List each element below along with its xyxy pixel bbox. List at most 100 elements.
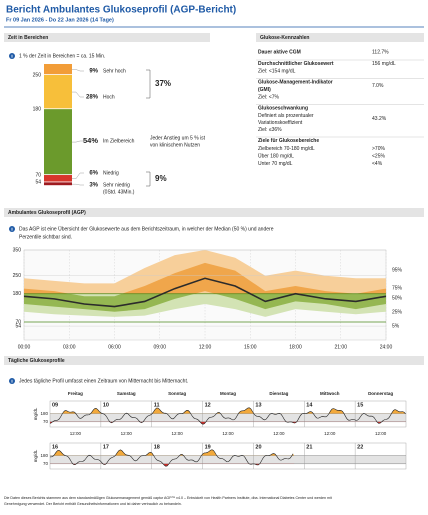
note: Jedes tägliche Profil umfasst einen Zeit… [19, 378, 188, 384]
day-name: Dienstag [269, 391, 288, 396]
group-total: 9% [155, 174, 167, 183]
metric-label: Durchschnittlicher Glukosewert [258, 61, 334, 67]
target-value: <25% [372, 153, 385, 159]
range-name: Hoch [103, 94, 115, 100]
metric-target: Variationskoeffizient [258, 120, 303, 126]
day-name: Montag [220, 391, 236, 396]
y-tick-label: 70 [43, 461, 49, 466]
x-tick-label: 06:00 [108, 344, 121, 350]
high-fill [62, 407, 406, 414]
metric-value: 156 mg/dL [372, 61, 396, 67]
day-name: Sonntag [168, 391, 186, 396]
percentile-label: 95% [392, 267, 403, 273]
percentile-label: 75% [392, 285, 403, 291]
x-tick-label: 12:00 [273, 431, 285, 436]
x-tick-label: 00:00 [18, 344, 31, 350]
x-tick-label: 09:00 [153, 344, 166, 350]
range-detail: (0Std. 43Min.) [103, 189, 135, 195]
x-tick-label: 21:00 [334, 344, 347, 350]
x-tick-label: 12:00 [121, 431, 133, 436]
day-date: 13 [255, 402, 261, 408]
day-date: 22 [357, 444, 363, 450]
connector [72, 69, 84, 72]
metric-target: Ziel: <154 mg/dL [258, 68, 296, 74]
range-segment [44, 175, 72, 182]
target-band [50, 455, 406, 464]
target-label: Über 180 mg/dL [258, 152, 294, 159]
range-name: Sehr hoch [103, 68, 126, 74]
y-tick-label: 70 [43, 419, 49, 424]
day-name: Mittwoch [320, 391, 340, 396]
day-date: 14 [306, 402, 313, 408]
threshold-label: 180 [33, 106, 42, 112]
section-header [4, 356, 424, 365]
percentile-label: 25% [392, 309, 403, 315]
percentile-label: 5% [392, 323, 400, 329]
day-date: 20 [255, 444, 261, 450]
threshold-label: 250 [33, 72, 42, 78]
metric-label: Glukose-Management-Indikator [258, 79, 333, 85]
metric-target: Ziel: <7% [258, 94, 280, 100]
footer-text: Die Daten dieses Berichts stammen aus de… [4, 496, 332, 500]
target-label: Unter 70 mg/dL [258, 161, 293, 167]
day-date: 15 [357, 402, 363, 408]
range-segment [44, 64, 72, 75]
range-segment [44, 109, 72, 175]
low-fill [50, 463, 295, 467]
y-axis-label: mg/dL [33, 407, 38, 420]
panel-frame [49, 400, 407, 428]
day-date: 10 [103, 402, 109, 408]
connector [72, 91, 84, 98]
group-total: 37% [155, 79, 171, 88]
range-name: Niedrig [103, 170, 119, 176]
glucose-trace [49, 449, 294, 467]
x-tick-label: 12:00 [222, 431, 234, 436]
section-header [4, 33, 210, 42]
metric-label: (GMI) [258, 87, 271, 93]
y-tick-label: 180 [13, 291, 22, 297]
y-tick-label: 350 [13, 247, 22, 253]
connector [72, 183, 84, 186]
x-tick-label: 18:00 [289, 344, 302, 350]
section-header [4, 208, 424, 217]
range-value: 9% [89, 69, 98, 75]
x-tick-label: 12:00 [375, 431, 387, 436]
percentile-label: 50% [392, 295, 403, 301]
y-tick-label: 250 [13, 273, 22, 279]
range-segment [44, 182, 72, 186]
range-value: 28% [86, 95, 99, 101]
day-date: 12 [205, 402, 211, 408]
target-value: <4% [372, 161, 383, 167]
day-name: Freitag [68, 391, 83, 396]
x-tick-label: 15:00 [244, 344, 257, 350]
metric-label: Glukoseschwankung [258, 105, 308, 111]
report-title: Bericht Ambulantes Glukoseprofil (AGP-Be… [6, 5, 236, 16]
target-note: Jeder Anstieg um 5 % ist [150, 135, 206, 141]
x-tick-label: 12:00 [172, 431, 184, 436]
range-value: 54% [83, 136, 98, 145]
bracket [146, 69, 151, 99]
y-tick-label: 70 [15, 319, 21, 325]
day-date: 11 [154, 402, 160, 408]
note: Das AGP ist eine Übersicht der Glukosewe… [19, 225, 274, 232]
target-note: von klinischem Nutzen [150, 142, 200, 148]
y-tick-label: 54 [15, 323, 21, 329]
day-date: 16 [52, 444, 58, 450]
section-title: Ambulantes Glukoseprofil (AGP) [8, 210, 86, 216]
section-title: Zeit in Bereichen [8, 35, 48, 41]
x-tick-label: 03:00 [63, 344, 76, 350]
metric-value: 43.2% [372, 116, 387, 122]
metric-value: 112.7% [372, 49, 389, 55]
day-date: 17 [103, 444, 109, 450]
x-tick-label: 12:00 [324, 431, 336, 436]
panel-frame [49, 442, 407, 470]
targets-title: Ziele für Glukosebereiche [258, 138, 319, 144]
range-value: 3% [89, 183, 98, 189]
range-segment [44, 74, 72, 109]
bracket [146, 171, 151, 187]
y-tick-label: 180 [40, 411, 48, 416]
day-name: Samstag [117, 391, 136, 396]
threshold-label: 54 [35, 180, 41, 186]
range-value: 6% [89, 171, 98, 177]
